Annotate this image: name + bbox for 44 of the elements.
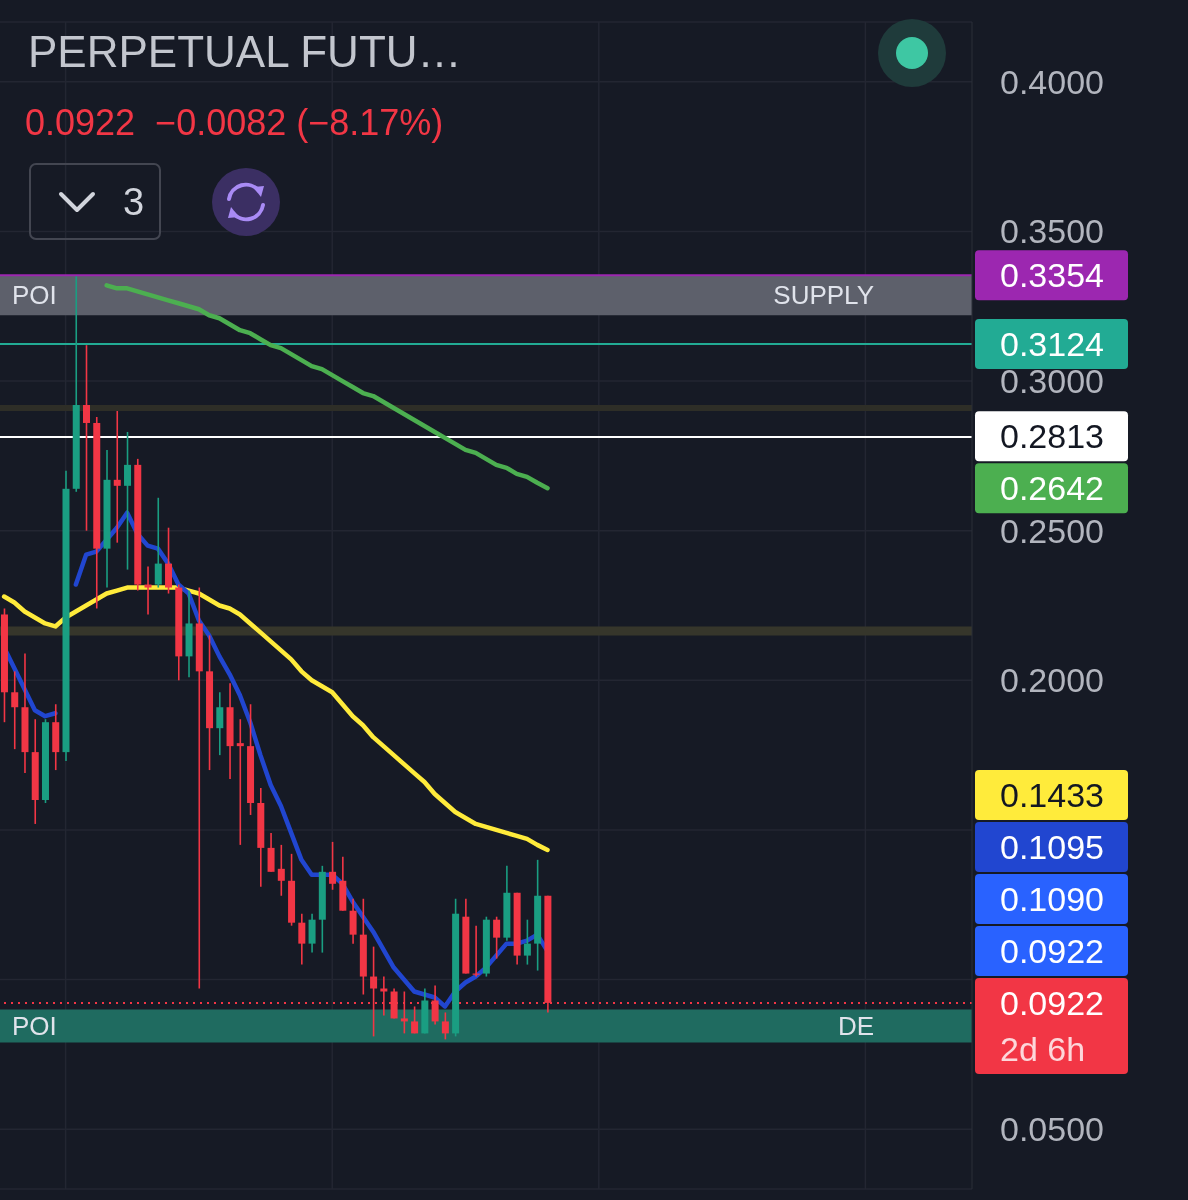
candlestick: [113, 410, 121, 544]
y-tick-label: 0.2000: [1000, 661, 1104, 700]
text: 0.1090: [1000, 879, 1104, 918]
candlestick: [441, 1011, 449, 1041]
text: 0.1095: [1000, 827, 1104, 866]
y-tick-label: 0.2500: [1000, 511, 1104, 550]
collapse-button: 3: [29, 163, 161, 240]
band-label: SUPPLY: [773, 280, 874, 311]
y-tick-label: 0.3000: [1000, 362, 1104, 401]
candlestick: [236, 718, 244, 846]
chart-title: PERPETUAL FUTU…: [28, 27, 462, 76]
y-tick-label: 0.4000: [1000, 62, 1104, 101]
annotation: POI: [12, 1010, 57, 1041]
candlestick: [11, 670, 19, 750]
band-label: DE: [837, 1010, 874, 1041]
candlestick: [298, 912, 306, 966]
annotation: 3: [123, 181, 145, 223]
candlestick: [411, 1005, 419, 1035]
candlestick: [493, 915, 501, 960]
line-series: [1, 585, 550, 853]
candlestick: [329, 841, 337, 891]
candlestick: [523, 918, 531, 966]
candlestick: [277, 844, 285, 897]
line-series: [104, 283, 550, 491]
y-tick-label: 0.3500: [1000, 212, 1104, 251]
text: 0.1433: [1000, 775, 1104, 814]
ref-line-label: 0.3124: [1000, 324, 1104, 363]
candlestick: [83, 344, 90, 532]
candlestick: [308, 912, 316, 954]
ref-line-label: 0.2813: [1000, 417, 1104, 456]
text: 0.0922: [1000, 931, 1104, 970]
candlestick: [124, 431, 132, 571]
text: 0.0922 −0.0082 (−8.17%): [25, 102, 444, 143]
y-tick-label: 0.0500: [1000, 1110, 1104, 1149]
ref-line-label: 0.3354: [1000, 256, 1104, 295]
text: 0.2642: [1000, 469, 1104, 508]
candlestick: [144, 565, 152, 616]
candlestick: [267, 832, 275, 873]
ref-line-label: 0.0922 2d 6h: [1000, 983, 1104, 1068]
annotation: POI: [12, 280, 57, 311]
candlestick: [165, 526, 173, 595]
candlestick: [154, 496, 162, 589]
candlestick: [216, 691, 224, 756]
candlestick: [349, 897, 357, 945]
